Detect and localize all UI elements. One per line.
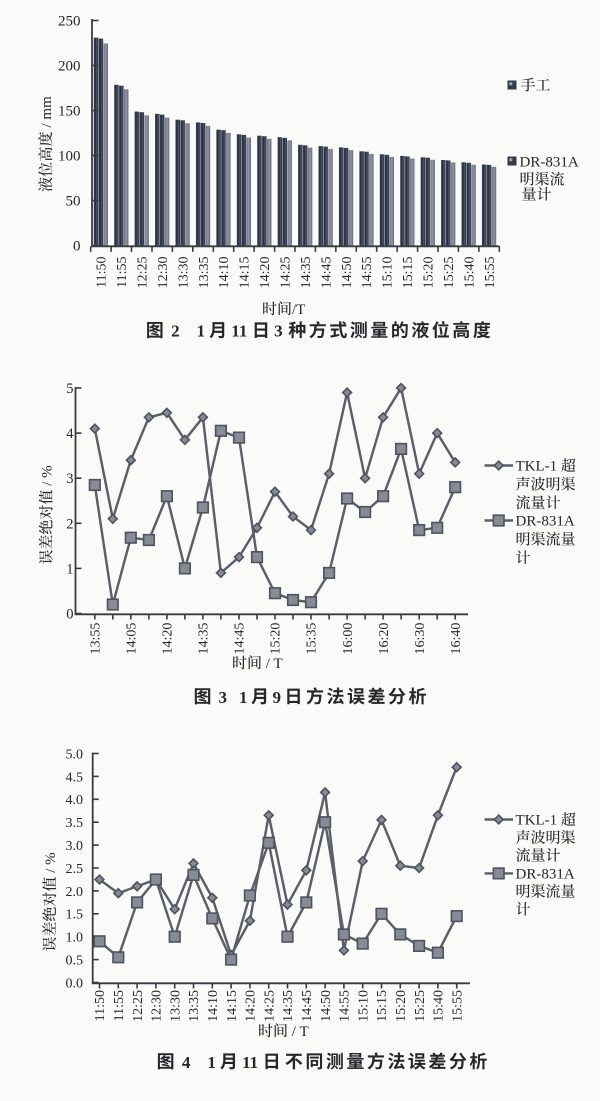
svg-text:TKL-1: TKL-1	[516, 459, 558, 475]
svg-text:14:15: 14:15	[238, 257, 253, 289]
svg-text:1: 1	[66, 561, 73, 577]
svg-text:12:25: 12:25	[136, 257, 151, 289]
svg-text:/ T: / T	[292, 1024, 309, 1040]
svg-text:11:55: 11:55	[112, 990, 127, 1021]
svg-text:16:20: 16:20	[377, 623, 392, 655]
svg-text:/ mm: / mm	[39, 96, 55, 128]
svg-text:15:25: 15:25	[413, 990, 428, 1022]
svg-text:15:10: 15:10	[356, 990, 371, 1022]
svg-text:2.5: 2.5	[66, 862, 84, 877]
svg-text:14:55: 14:55	[338, 990, 353, 1022]
svg-text:12:30: 12:30	[156, 257, 171, 289]
svg-text:0: 0	[66, 607, 73, 623]
svg-text:16:00: 16:00	[341, 623, 356, 655]
svg-text:14:25: 14:25	[262, 990, 277, 1022]
svg-text:14:50: 14:50	[319, 990, 334, 1022]
svg-text:15:55: 15:55	[483, 257, 498, 289]
svg-text:15:40: 15:40	[432, 990, 447, 1022]
svg-text:13:30: 13:30	[176, 257, 191, 289]
svg-text:13:35: 13:35	[197, 257, 212, 289]
svg-text:14:20: 14:20	[161, 623, 176, 655]
svg-text:1: 1	[239, 688, 248, 707]
svg-text:3.5: 3.5	[66, 816, 84, 831]
svg-text:2: 2	[171, 322, 180, 341]
svg-text:15:15: 15:15	[401, 257, 416, 289]
svg-text:14:45: 14:45	[319, 257, 334, 289]
svg-text:14:35: 14:35	[281, 990, 296, 1022]
svg-text:15:35: 15:35	[305, 623, 320, 655]
svg-text:14:20: 14:20	[258, 257, 273, 289]
svg-text:0.0: 0.0	[66, 976, 84, 991]
svg-text:13:30: 13:30	[168, 990, 183, 1022]
svg-text:12:30: 12:30	[150, 990, 165, 1022]
svg-text:14:20: 14:20	[244, 990, 259, 1022]
svg-text:14:25: 14:25	[279, 257, 294, 289]
svg-text:14:55: 14:55	[360, 257, 375, 289]
svg-text:3: 3	[219, 688, 228, 707]
svg-text:5.0: 5.0	[66, 747, 84, 762]
svg-text:14:45: 14:45	[233, 623, 248, 655]
svg-text:14:35: 14:35	[299, 257, 314, 289]
svg-text:14:10: 14:10	[217, 257, 232, 289]
svg-text:11: 11	[242, 1053, 258, 1072]
svg-text:DR-831A: DR-831A	[520, 155, 579, 171]
svg-text:13:35: 13:35	[187, 990, 202, 1022]
svg-text:4.0: 4.0	[66, 793, 84, 808]
svg-text:5: 5	[66, 381, 73, 397]
svg-text:0.5: 0.5	[66, 954, 84, 969]
svg-text:12:25: 12:25	[131, 990, 146, 1022]
svg-text:TKL-1: TKL-1	[516, 813, 558, 829]
svg-text:15:20: 15:20	[394, 990, 409, 1022]
svg-text:11:50: 11:50	[95, 257, 110, 288]
svg-text:14:10: 14:10	[206, 990, 221, 1022]
svg-text:2: 2	[66, 516, 73, 532]
svg-text:/T: /T	[292, 302, 305, 318]
svg-text:/ %: / %	[43, 852, 59, 872]
svg-text:15:20: 15:20	[422, 257, 437, 289]
svg-text:16:30: 16:30	[413, 623, 428, 655]
svg-text:4: 4	[66, 426, 74, 442]
svg-text:100: 100	[58, 149, 81, 165]
svg-text:1.5: 1.5	[66, 908, 84, 923]
svg-text:14:15: 14:15	[225, 990, 240, 1022]
svg-text:2.0: 2.0	[66, 885, 84, 900]
svg-text:11:55: 11:55	[115, 257, 130, 288]
svg-text:11:50: 11:50	[93, 990, 108, 1021]
svg-text:4.5: 4.5	[66, 770, 84, 785]
svg-text:14:45: 14:45	[300, 990, 315, 1022]
svg-text:200: 200	[58, 59, 81, 75]
svg-text:15:25: 15:25	[442, 257, 457, 289]
svg-text:DR-831A: DR-831A	[516, 514, 575, 530]
svg-text:15:10: 15:10	[381, 257, 396, 289]
svg-text:16:40: 16:40	[449, 623, 464, 655]
svg-text:150: 150	[58, 104, 81, 120]
svg-text:15:15: 15:15	[375, 990, 390, 1022]
svg-text:9: 9	[273, 688, 282, 707]
svg-text:14:35: 14:35	[197, 623, 212, 655]
svg-text:250: 250	[58, 14, 81, 30]
svg-text:/ %: / %	[40, 465, 56, 485]
svg-text:15:55: 15:55	[450, 990, 465, 1022]
svg-text:14:05: 14:05	[125, 623, 140, 655]
svg-text:1.0: 1.0	[66, 931, 84, 946]
svg-text:/ T: / T	[266, 656, 283, 672]
svg-text:15:40: 15:40	[462, 257, 477, 289]
svg-text:DR-831A: DR-831A	[516, 866, 575, 882]
svg-text:50: 50	[66, 194, 81, 210]
svg-text:4: 4	[182, 1053, 191, 1072]
svg-text:1: 1	[197, 322, 206, 341]
svg-text:11: 11	[231, 322, 247, 341]
svg-text:3: 3	[274, 322, 283, 341]
svg-text:13:55: 13:55	[89, 623, 104, 655]
svg-text:3: 3	[66, 471, 73, 487]
svg-text:0: 0	[73, 239, 81, 255]
svg-text:1: 1	[207, 1053, 216, 1072]
svg-text:15:20: 15:20	[269, 623, 284, 655]
svg-text:14:50: 14:50	[340, 257, 355, 289]
svg-text:3.0: 3.0	[66, 839, 84, 854]
